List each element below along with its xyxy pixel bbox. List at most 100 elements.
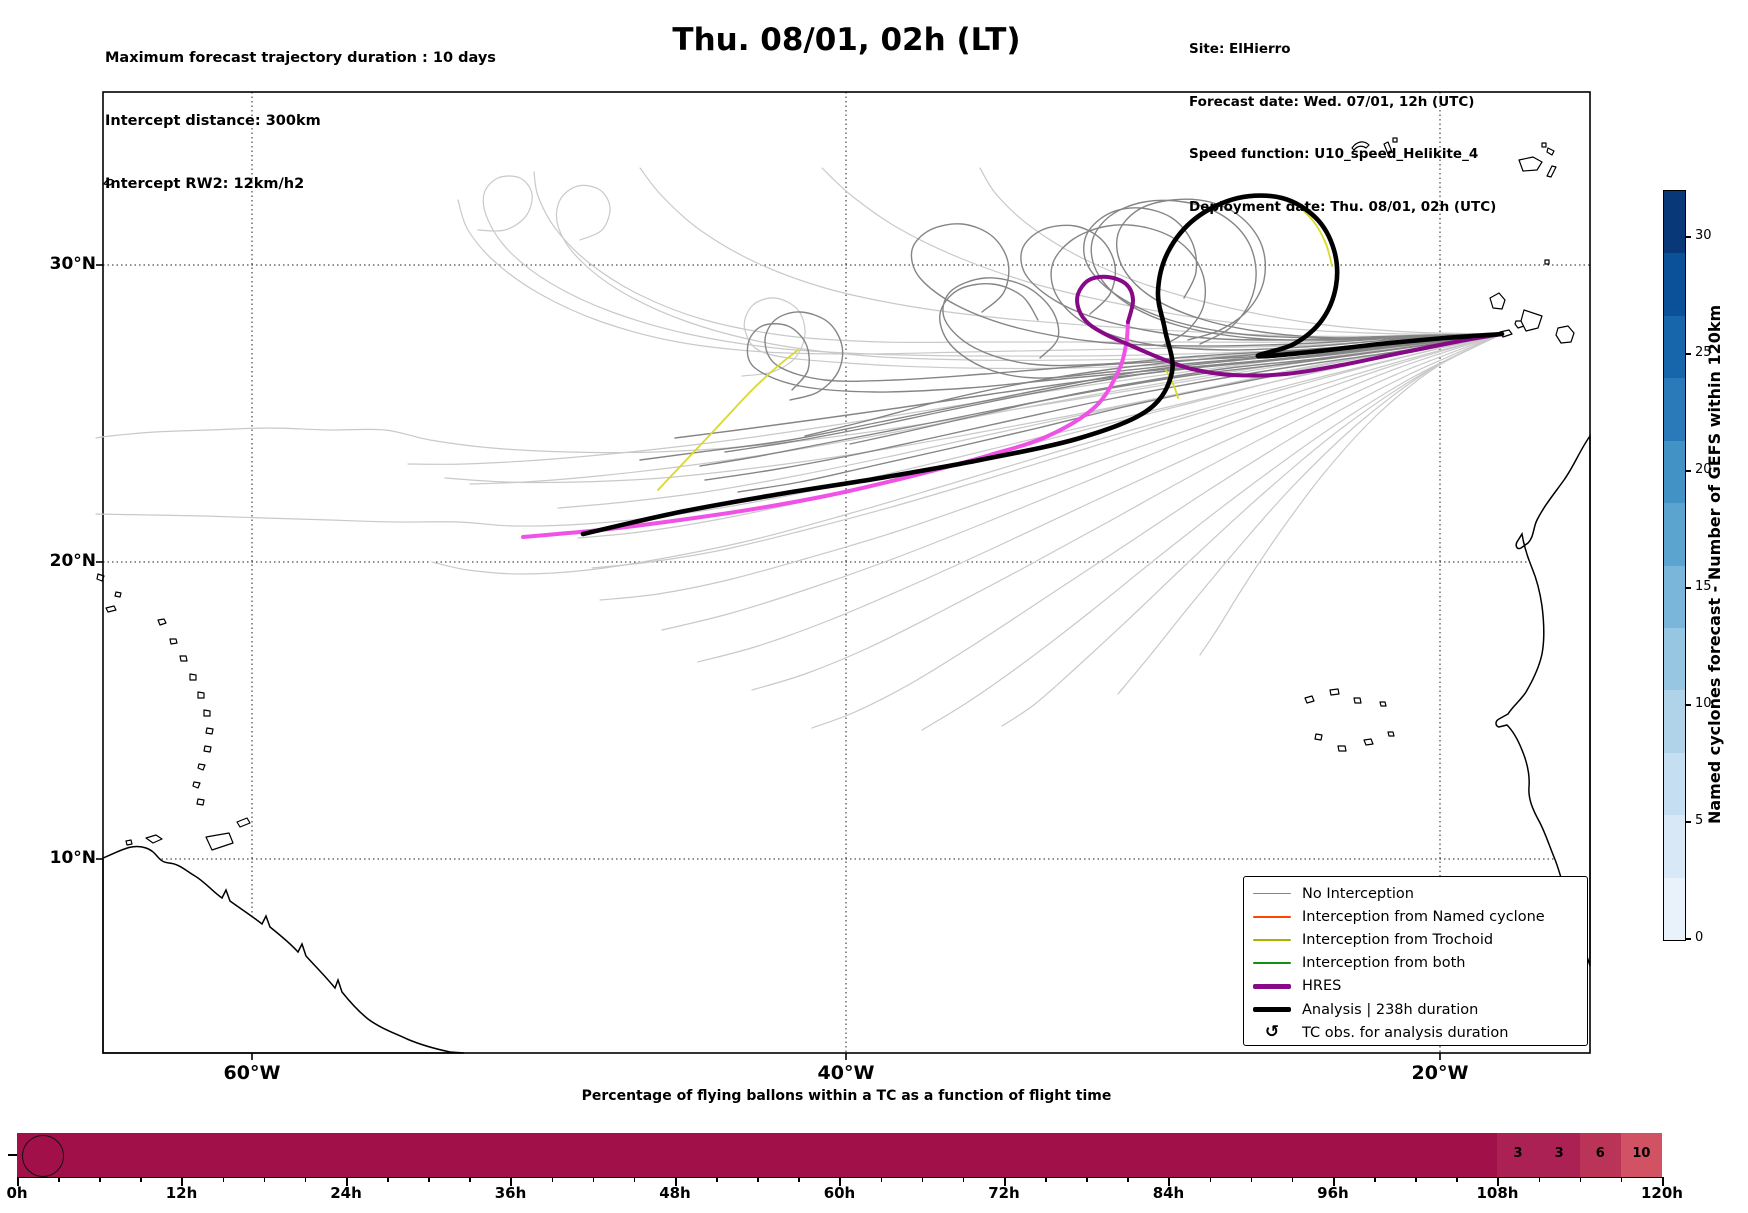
island-outline <box>179 655 188 662</box>
colorbar-step <box>1664 877 1685 940</box>
graticule <box>103 92 1590 1053</box>
timeline-minor-tick <box>798 1177 800 1182</box>
timeline-hour-label: 0h <box>6 1184 28 1202</box>
colorbar-tick <box>1685 821 1691 823</box>
colorbar-tick-label: 15 <box>1695 578 1712 594</box>
trajectory-no-interception-dark-line <box>1115 198 1503 341</box>
timeline-minor-tick <box>921 1177 924 1182</box>
site-info-text: Site: ElHierro Forecast date: Wed. 07/01… <box>1189 6 1496 251</box>
timeline-minor-tick <box>1620 1177 1623 1182</box>
site-line: Site: ElHierro <box>1189 41 1291 57</box>
legend-item: Interception from both <box>1244 952 1587 975</box>
colorbar-tick <box>1685 470 1691 472</box>
continent-coastline <box>102 845 465 1054</box>
colorbar-tick-label: 25 <box>1695 344 1712 360</box>
timeline-bin <box>1579 1133 1621 1177</box>
trajectory-no-interception-light-line <box>557 333 1503 509</box>
legend-item: Interception from Trochoid <box>1244 928 1587 951</box>
timeline-major-tick <box>181 1177 184 1186</box>
colorbar-tick-label: 0 <box>1695 930 1704 945</box>
coastlines <box>96 137 1591 1054</box>
analysis-track <box>580 193 1505 537</box>
island-outline <box>205 727 214 735</box>
trajectory-no-interception-dark-line <box>942 277 1503 367</box>
lat-label: 10°N <box>49 848 96 868</box>
island-outline <box>189 673 197 681</box>
colorbar-tick <box>1685 236 1691 238</box>
trajectory-no-interception-light-line <box>599 333 1503 601</box>
island-outline <box>114 591 122 598</box>
timeline-bin <box>1620 1133 1662 1177</box>
timeline-minor-tick <box>99 1177 101 1182</box>
island-outline <box>1351 141 1370 151</box>
timeline-minor-tick <box>592 1177 595 1182</box>
colorbar-step <box>1664 190 1685 254</box>
trajectory-no-interception-light-line <box>979 167 1503 335</box>
island-outline <box>196 798 205 806</box>
legend-item-label: No Interception <box>1302 885 1414 902</box>
trajectory-no-interception-dark-line <box>699 333 1503 467</box>
island-outline <box>1392 137 1398 143</box>
island-outline <box>1518 156 1543 172</box>
colorbar-step <box>1664 440 1685 504</box>
island-outline <box>1314 733 1323 741</box>
lat-label: 30°N <box>49 254 96 274</box>
timeline-minor-tick <box>1250 1177 1253 1182</box>
hres-swatch <box>1253 983 1291 989</box>
timeline-minor-tick <box>962 1177 965 1182</box>
max-duration-line: Maximum forecast trajectory duration : 1… <box>105 50 496 66</box>
trajectory-no-interception-light-line <box>1117 333 1503 695</box>
island-outline <box>1379 701 1387 707</box>
timeline-minor-tick <box>140 1177 142 1182</box>
timeline-minor-tick <box>428 1177 430 1182</box>
colorbar-step <box>1664 565 1685 628</box>
island-outline <box>1383 141 1393 155</box>
timeline-hour-label: 96h <box>1317 1184 1349 1202</box>
lat-label: 20°N <box>49 551 96 571</box>
island-outline <box>1489 292 1506 310</box>
island-outline <box>1544 259 1550 265</box>
timeline-hour-label: 84h <box>1152 1184 1185 1202</box>
trajectory-no-interception-light-line <box>477 175 1503 357</box>
trajectory-no-interception-light-line <box>811 333 1503 729</box>
trajectory-no-interception-light-line <box>431 333 1503 575</box>
legend-item-label: TC obs. for analysis duration <box>1302 1024 1509 1041</box>
trajectory-trochoid-segment-line <box>1165 369 1179 399</box>
colorbar-step <box>1664 689 1685 753</box>
timeline-hour-label: 24h <box>330 1184 362 1202</box>
trajectory-no-interception-light <box>95 167 1503 731</box>
trajectory-no-interception-dark <box>639 198 1503 493</box>
legend-item: No Interception <box>1244 882 1587 905</box>
timeline-minor-tick <box>58 1177 60 1182</box>
island-outline <box>103 178 115 186</box>
timeline-hour-label: 12h <box>165 1184 198 1202</box>
timeline-bin-value: 6 <box>1595 1146 1605 1161</box>
timeline-minor-tick <box>304 1177 307 1182</box>
interception-from-both-swatch <box>1253 962 1291 965</box>
timeline-minor-tick <box>1127 1177 1129 1182</box>
colorbar-tick <box>1685 587 1691 589</box>
timeline-minor-tick <box>222 1177 225 1182</box>
trajectory-no-interception-light-line <box>751 333 1503 691</box>
trajectory-trochoid-segment <box>657 203 1333 491</box>
timeline-minor-tick <box>1415 1177 1417 1182</box>
colorbar-step <box>1664 502 1685 566</box>
colorbar-tick-label: 10 <box>1695 695 1712 711</box>
island-outline <box>125 839 133 846</box>
colorbar-step <box>1664 752 1685 816</box>
trajectory-no-interception-dark-line <box>674 333 1503 439</box>
island-outline <box>1520 309 1543 332</box>
island-outline <box>1546 147 1555 156</box>
island-outline <box>1387 731 1395 737</box>
colorbar-tick-label: 30 <box>1695 227 1712 243</box>
continent-coastline <box>1495 433 1591 967</box>
timeline-hour-label: 72h <box>988 1184 1020 1202</box>
timeline-minor-tick <box>1086 1177 1088 1182</box>
timeline-major-tick <box>839 1177 842 1186</box>
colorbar-tick-label: 5 <box>1695 812 1704 828</box>
island-outline <box>157 618 167 626</box>
interception-from-trochoid-swatch <box>1253 939 1291 941</box>
timeline-minor-tick <box>1209 1177 1212 1182</box>
analysis-h-duration-swatch <box>1253 1007 1291 1013</box>
trajectory-no-interception-light-line <box>95 333 1503 454</box>
